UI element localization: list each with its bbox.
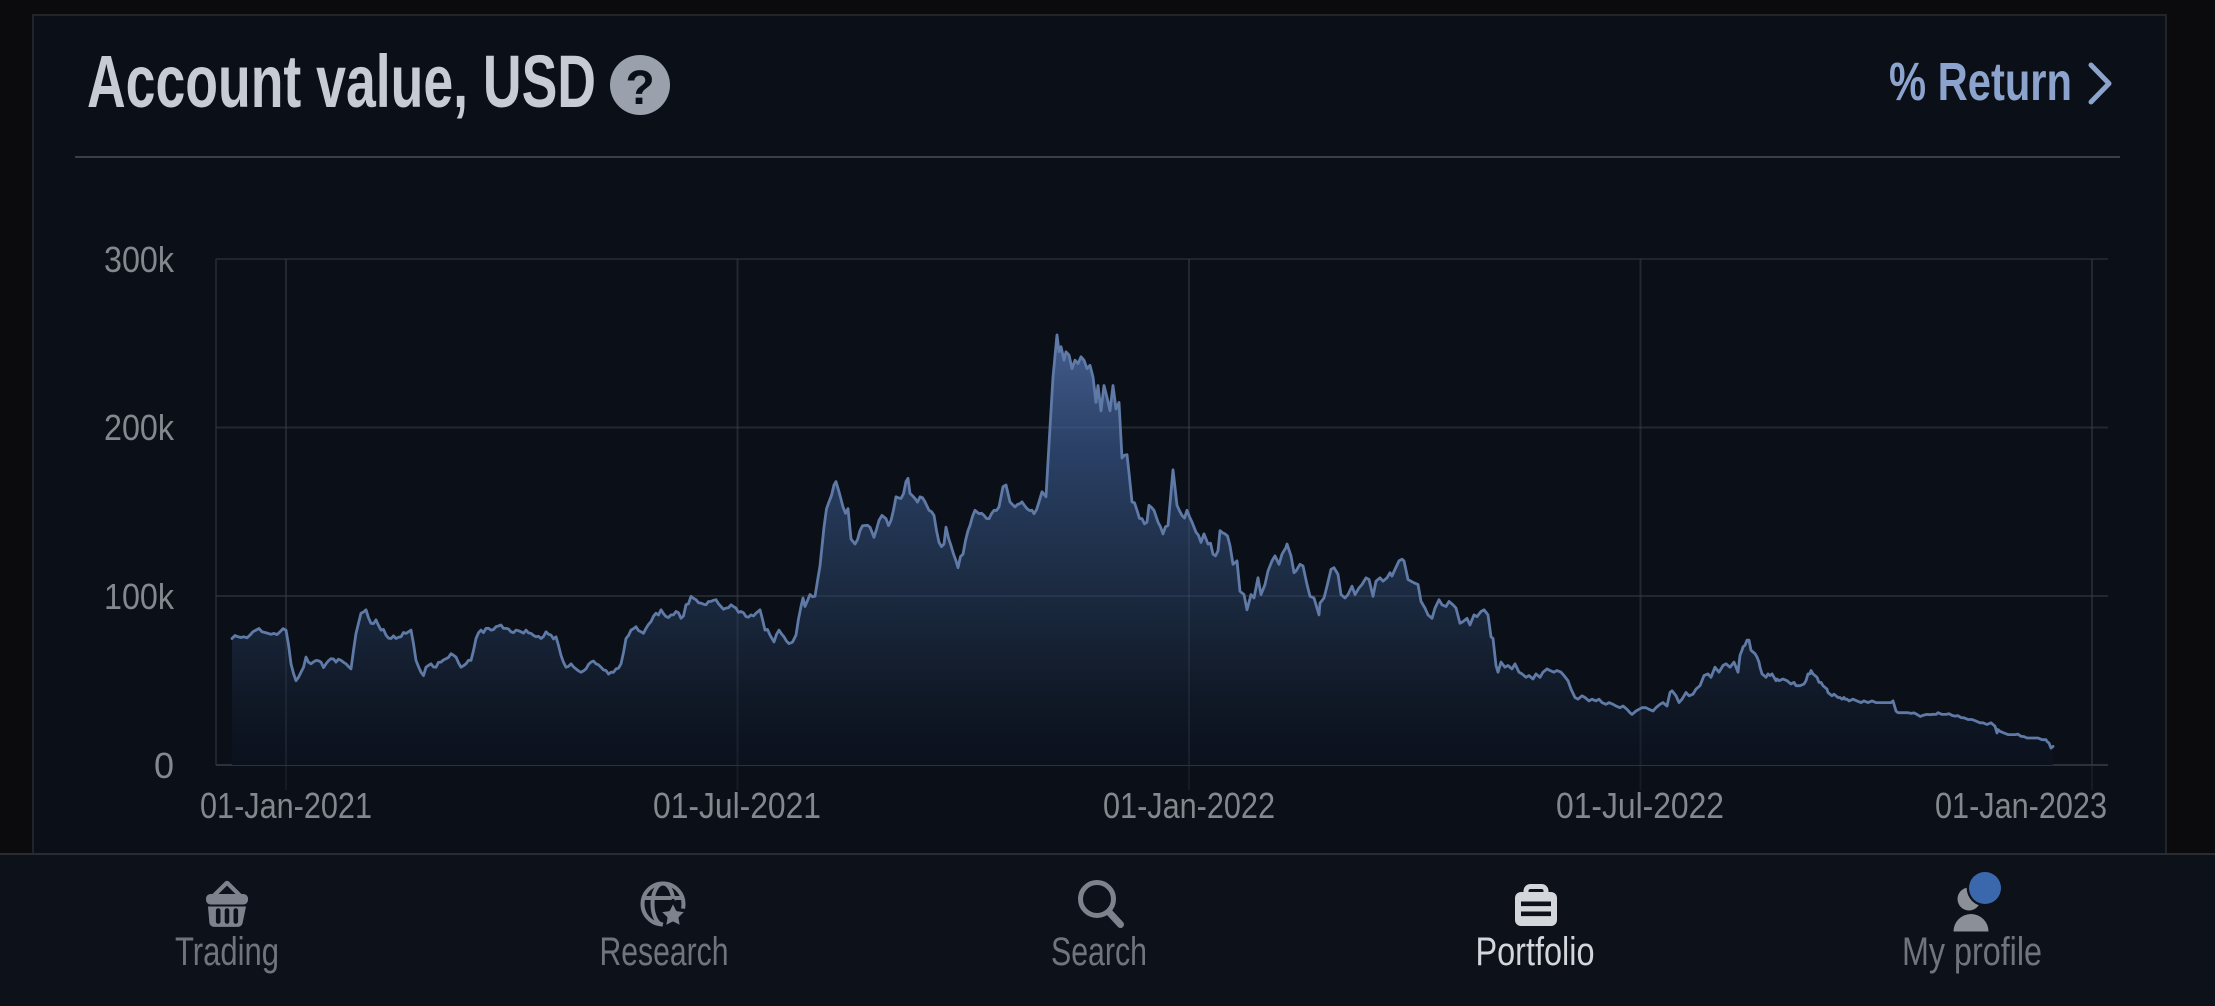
- svg-text:01-Jan-2023: 01-Jan-2023: [1935, 785, 2107, 826]
- svg-text:Portfolio: Portfolio: [1476, 930, 1595, 974]
- svg-text:% Return: % Return: [1889, 52, 2072, 112]
- svg-text:200k: 200k: [104, 407, 175, 448]
- svg-text:01-Jul-2021: 01-Jul-2021: [653, 785, 821, 826]
- svg-text:0: 0: [154, 745, 174, 786]
- svg-text:My profile: My profile: [1902, 930, 2042, 974]
- svg-text:Trading: Trading: [175, 930, 279, 974]
- svg-text:01-Jan-2022: 01-Jan-2022: [1103, 785, 1275, 826]
- svg-text:01-Jul-2022: 01-Jul-2022: [1556, 785, 1724, 826]
- svg-text:?: ?: [625, 62, 654, 115]
- svg-text:Research: Research: [600, 930, 729, 974]
- svg-text:Account value, USD: Account value, USD: [87, 40, 596, 123]
- svg-text:Search: Search: [1051, 930, 1147, 974]
- svg-text:300k: 300k: [104, 239, 175, 280]
- svg-text:100k: 100k: [104, 576, 175, 617]
- svg-text:01-Jan-2021: 01-Jan-2021: [200, 785, 372, 826]
